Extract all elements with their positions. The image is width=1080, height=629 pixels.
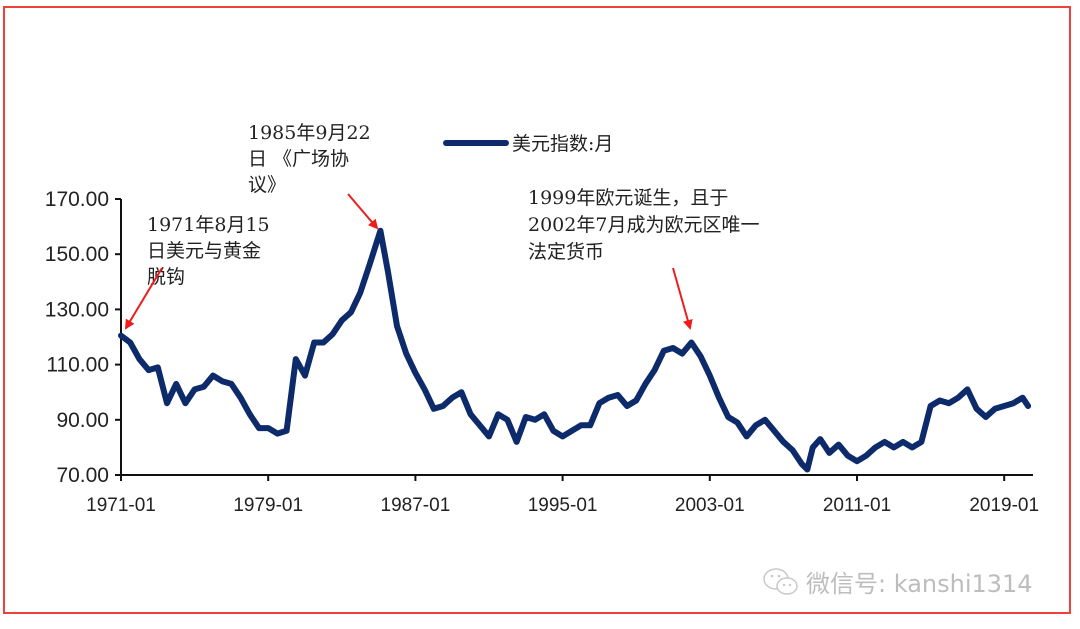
y-tick-label: 150.00 [45,243,109,266]
annotation-text: 日 《广场协 [248,148,349,170]
y-tick-label: 110.00 [46,354,109,377]
x-axis: 1971-01 1979-01 1987-01 1995-01 2003-01 2011-… [86,474,1039,516]
x-tick-label: 1995-01 [528,495,598,516]
x-tick-label: 1971-01 [86,495,156,516]
annotation-text: 法定货币 [528,241,604,263]
legend-label: 美元指数:月 [512,133,613,155]
annotation-text: 脱钩 [147,266,185,288]
y-axis: 170.00 150.00 130.00 110.00 90.00 70.00 [45,188,122,487]
watermark: 微信号: kanshi1314 [762,564,1033,599]
x-tick-label: 2019-01 [969,495,1039,516]
arrow-2002 [672,267,693,330]
arrow-1971 [124,267,163,330]
legend: 美元指数:月 [443,133,613,155]
wechat-icon [763,567,798,595]
annotation-text: 议》 [248,174,286,196]
y-tick-label: 70.00 [56,464,109,487]
annotation-text: 2002年7月成为欧元区唯一 [528,214,759,236]
y-tick-label: 90.00 [56,409,109,432]
x-tick-label: 2011-01 [823,495,891,516]
x-tick-label: 1979-01 [233,495,303,516]
dollar-index-line [118,227,1032,473]
x-tick-label: 1987-01 [381,495,451,516]
chart-frame [3,6,1071,614]
watermark-text: 微信号: kanshi1314 [806,570,1033,598]
y-tick-label: 130.00 [45,298,109,321]
y-tick-label: 170.00 [45,188,109,211]
annotation-text: 日美元与黄金 [147,240,261,262]
annotation-text: 1999年欧元诞生，且于 [528,187,728,209]
annotation-text: 1985年9月22 [248,122,371,144]
annotation-text: 1971年8月15 [147,214,270,236]
arrow-1985 [347,193,379,230]
x-tick-label: 2003-01 [675,495,745,516]
